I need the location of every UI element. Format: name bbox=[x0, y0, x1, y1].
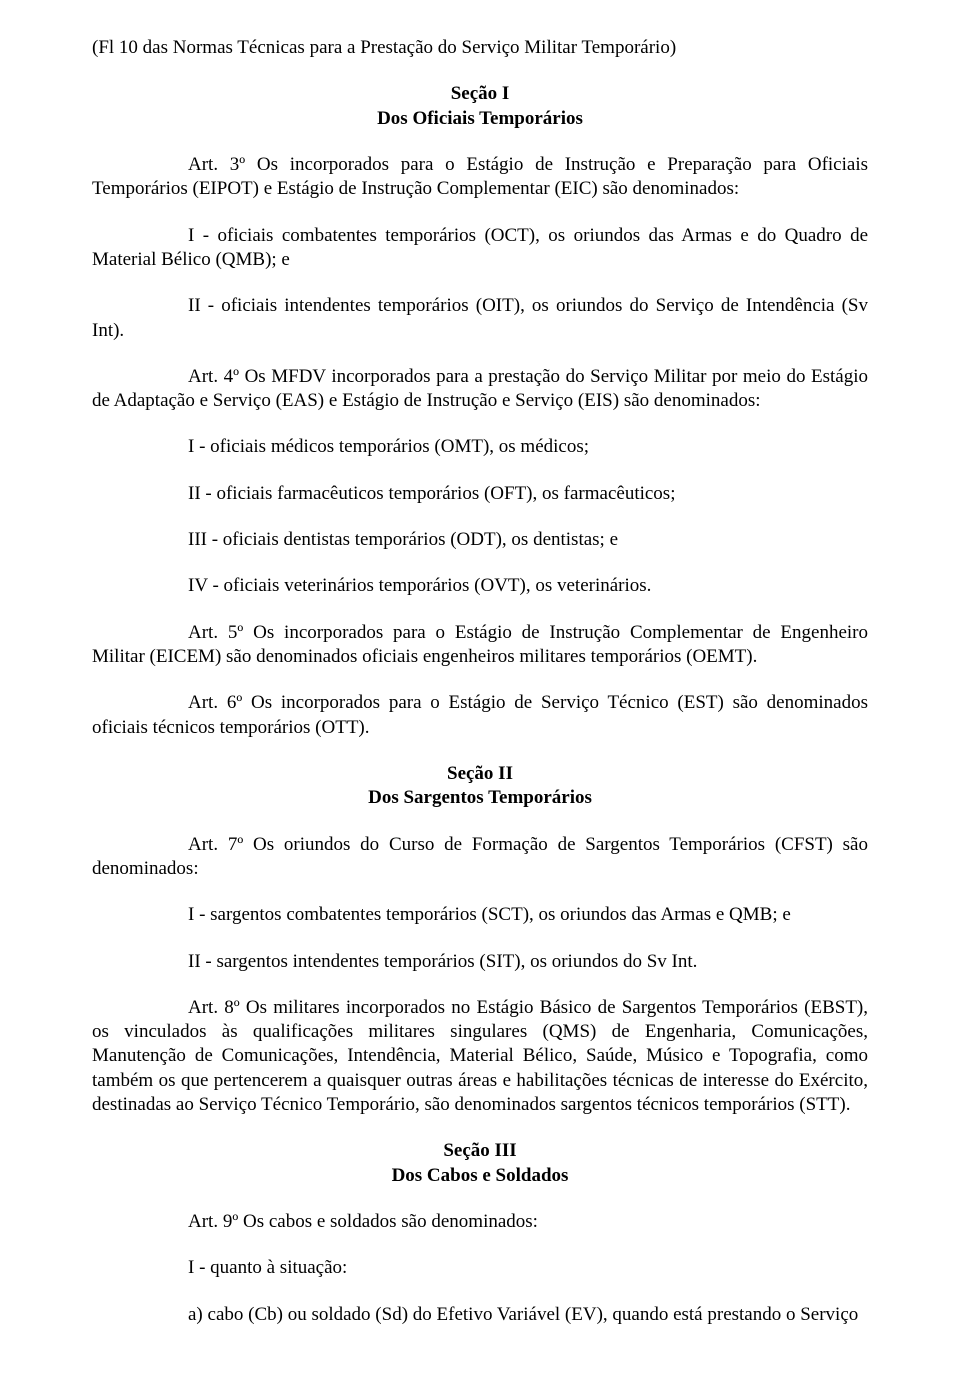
document-page: (Fl 10 das Normas Técnicas para a Presta… bbox=[0, 0, 960, 1400]
article-8: Art. 8º Os militares incorporados no Est… bbox=[92, 996, 868, 1118]
article-9-item-a: a) cabo (Cb) ou soldado (Sd) do Efetivo … bbox=[92, 1303, 868, 1327]
article-4-item-3: III - oficiais dentistas temporários (OD… bbox=[92, 528, 868, 552]
section-2-title: Seção II bbox=[92, 762, 868, 786]
section-3-subtitle: Dos Cabos e Soldados bbox=[92, 1164, 868, 1188]
article-7-item-2: II - sargentos intendentes temporários (… bbox=[92, 950, 868, 974]
page-header: (Fl 10 das Normas Técnicas para a Presta… bbox=[92, 36, 868, 60]
article-9: Art. 9º Os cabos e soldados são denomina… bbox=[92, 1210, 868, 1234]
article-4: Art. 4º Os MFDV incorporados para a pres… bbox=[92, 365, 868, 414]
section-1-title: Seção I bbox=[92, 82, 868, 106]
section-2-subtitle: Dos Sargentos Temporários bbox=[92, 786, 868, 810]
article-7: Art. 7º Os oriundos do Curso de Formação… bbox=[92, 833, 868, 882]
article-4-item-4: IV - oficiais veterinários temporários (… bbox=[92, 574, 868, 598]
article-7-item-1: I - sargentos combatentes temporários (S… bbox=[92, 903, 868, 927]
article-3-item-1: I - oficiais combatentes temporários (OC… bbox=[92, 224, 868, 273]
article-5: Art. 5º Os incorporados para o Estágio d… bbox=[92, 621, 868, 670]
section-1-subtitle: Dos Oficiais Temporários bbox=[92, 107, 868, 131]
article-6: Art. 6º Os incorporados para o Estágio d… bbox=[92, 691, 868, 740]
article-4-item-2: II - oficiais farmacêuticos temporários … bbox=[92, 482, 868, 506]
section-3-title: Seção III bbox=[92, 1139, 868, 1163]
article-9-item-1: I - quanto à situação: bbox=[92, 1256, 868, 1280]
article-3: Art. 3º Os incorporados para o Estágio d… bbox=[92, 153, 868, 202]
article-3-item-2: II - oficiais intendentes temporários (O… bbox=[92, 294, 868, 343]
article-4-item-1: I - oficiais médicos temporários (OMT), … bbox=[92, 435, 868, 459]
